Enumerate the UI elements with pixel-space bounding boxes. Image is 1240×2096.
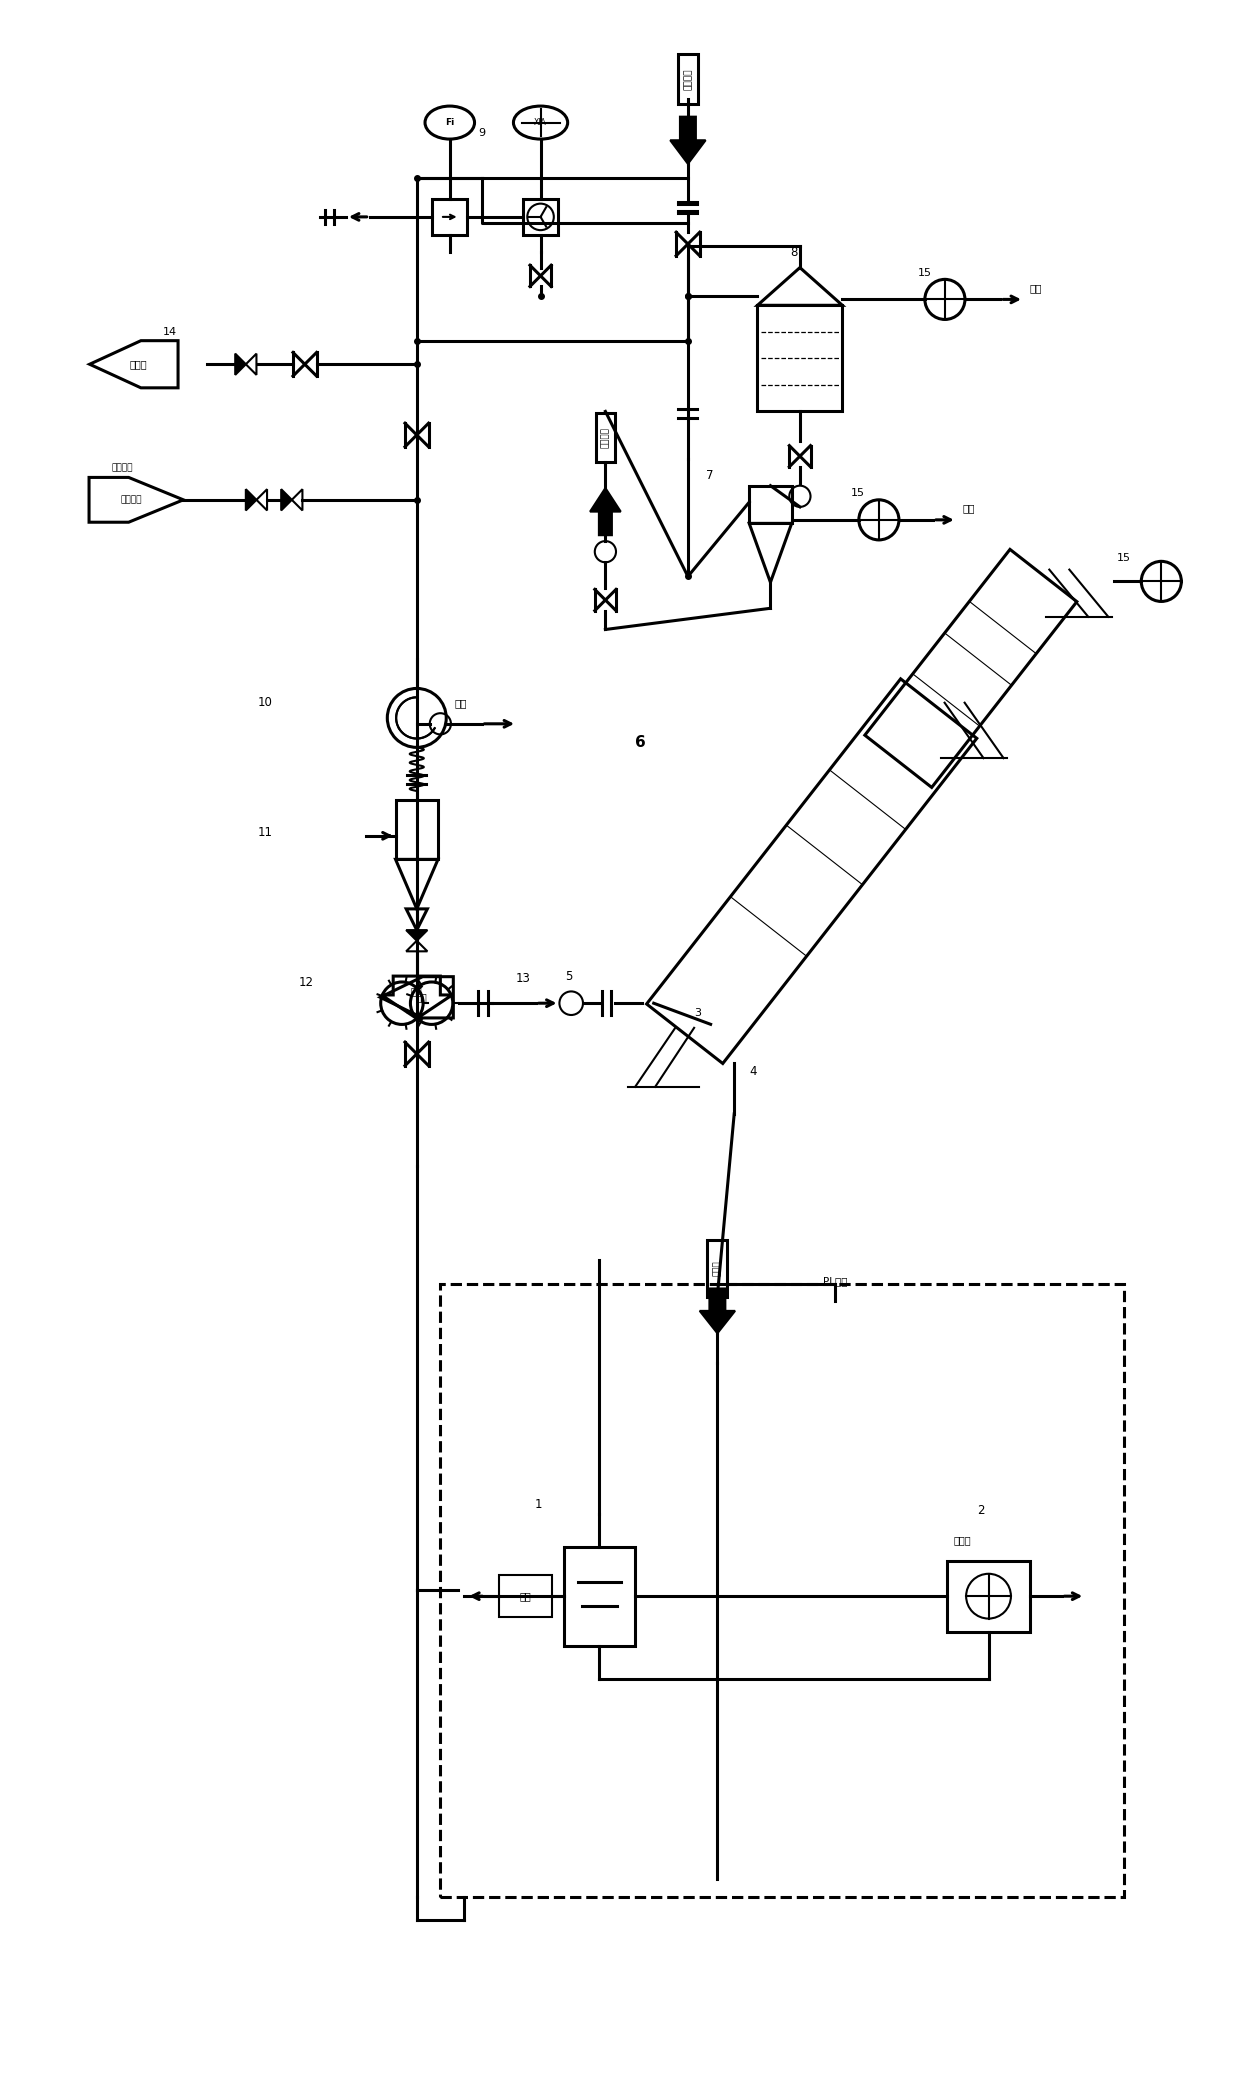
Text: 9: 9 [479,128,485,138]
Polygon shape [407,931,428,941]
Text: 惰性气体: 惰性气体 [683,69,692,90]
Text: 硫磺: 硫磺 [415,991,428,1002]
Text: 12: 12 [299,975,314,989]
Text: 1: 1 [534,1499,542,1511]
Text: 硫磺: 硫磺 [520,1591,532,1601]
Bar [564,1547,635,1645]
Bar [396,801,438,859]
Text: 15: 15 [1116,553,1131,564]
Bar [707,1241,728,1297]
Text: 与冷凝器: 与冷凝器 [112,463,133,472]
Text: 13: 13 [516,973,531,985]
Text: 压稳装置: 压稳装置 [601,428,610,449]
Text: 7: 7 [706,470,713,482]
Polygon shape [236,354,246,375]
Text: 蒸汽: 蒸汽 [455,698,467,708]
Text: 尾气: 尾气 [962,503,975,514]
Text: 蒸馏水: 蒸馏水 [954,1534,971,1545]
Text: 硫磺: 硫磺 [410,987,423,996]
Bar [596,413,615,461]
Bar [749,486,791,524]
Bar [678,54,698,103]
Text: 15: 15 [918,268,931,279]
Polygon shape [671,117,706,163]
Text: 3: 3 [694,1008,701,1019]
Polygon shape [590,488,621,534]
Text: 11: 11 [258,826,273,838]
Text: 6: 6 [635,736,646,750]
Text: 8: 8 [790,245,797,258]
Polygon shape [699,1289,735,1333]
Text: 循环水: 循环水 [713,1260,722,1276]
Text: Fi: Fi [445,117,454,128]
Text: 与冷凝器: 与冷凝器 [120,495,143,505]
Text: 4: 4 [749,1065,758,1077]
Bar [523,199,558,235]
Text: 15: 15 [851,488,864,499]
Text: 10: 10 [258,696,273,708]
Bar [758,306,842,411]
Text: 5: 5 [565,970,573,983]
Text: XIA: XIA [534,117,547,128]
Text: PL控制: PL控制 [823,1276,847,1285]
Bar [947,1562,1029,1631]
Text: 尾气: 尾气 [1029,283,1043,293]
Bar [432,199,467,235]
Text: 循环水: 循环水 [130,358,148,369]
Bar [440,1283,1125,1897]
Text: 2: 2 [977,1503,985,1518]
Polygon shape [246,488,257,511]
Polygon shape [281,488,291,511]
Bar [500,1574,552,1618]
Text: 14: 14 [164,327,177,337]
